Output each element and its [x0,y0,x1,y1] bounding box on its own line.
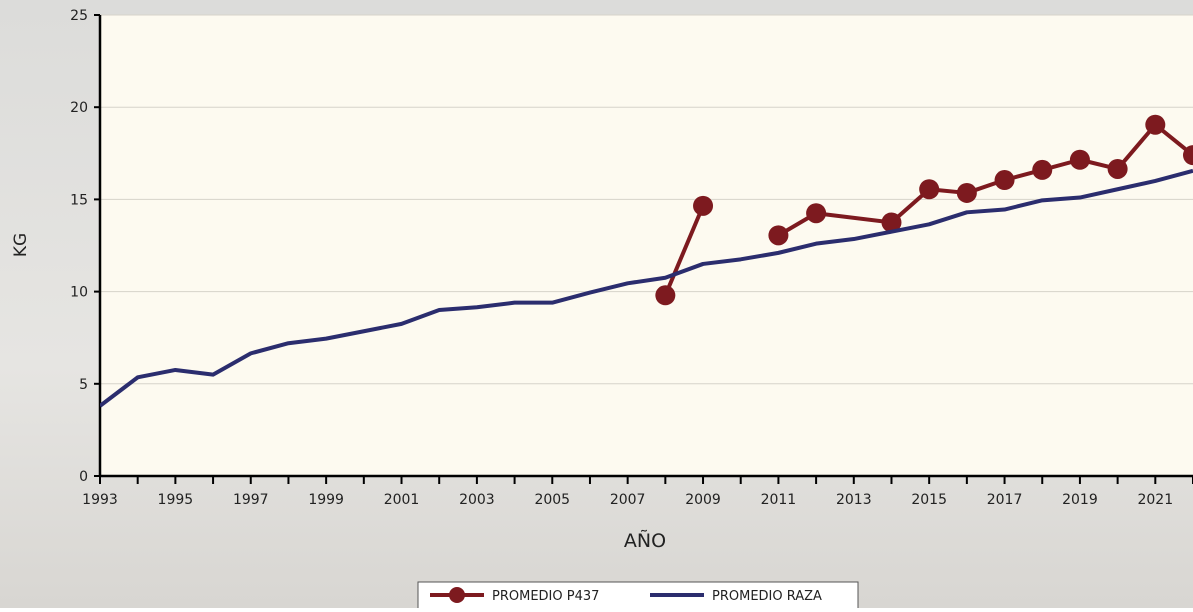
point [1069,149,1090,170]
y-tick-label: 25 [70,8,88,24]
legend-box [417,581,859,612]
x-tick-label: 2005 [534,492,570,508]
x-tick-label: 2019 [1062,492,1098,508]
x-axis-label: AÑO [624,529,666,552]
point [806,203,827,224]
point [693,195,714,216]
y-tick-label: 10 [70,285,88,301]
point [768,225,789,246]
x-tick-label: 1993 [82,492,118,508]
x-tick-label: 2003 [459,492,495,508]
x-tick-label: 2017 [987,492,1023,508]
point [919,179,940,200]
x-tick-label: 2013 [836,492,872,508]
point [1032,159,1053,180]
x-tick-label: 2001 [384,492,420,508]
series-group [100,114,1193,408]
x-tick-label: 2007 [610,492,646,508]
y-tick-label: 20 [70,100,88,116]
series-line [663,205,705,297]
plot-area [100,15,1193,476]
y-axis-label: KG [11,233,31,257]
series-line [100,168,1193,408]
x-tick-label: 1997 [233,492,269,508]
y-tick-label: 5 [79,377,88,393]
point [994,170,1015,191]
x-tick-label: 2009 [685,492,721,508]
x-tick-label: 2015 [911,492,947,508]
x-tick-label: 2011 [761,492,797,508]
point [881,212,902,233]
point [1183,145,1193,166]
y-tick-label: 15 [70,192,88,208]
point [655,285,676,306]
legend: PROMEDIO P437 PROMEDIO RAZA [417,581,859,612]
point [956,182,977,203]
point [1107,158,1128,179]
y-tick-label: 0 [79,469,88,485]
point [1145,114,1166,135]
legend-marker [449,587,465,603]
x-tick-label: 1999 [308,492,344,508]
legend-label: PROMEDIO P437 [492,589,599,604]
legend-label: PROMEDIO RAZA [712,589,822,604]
x-tick-label: 2021 [1137,492,1173,508]
x-tick-label: 1995 [158,492,194,508]
